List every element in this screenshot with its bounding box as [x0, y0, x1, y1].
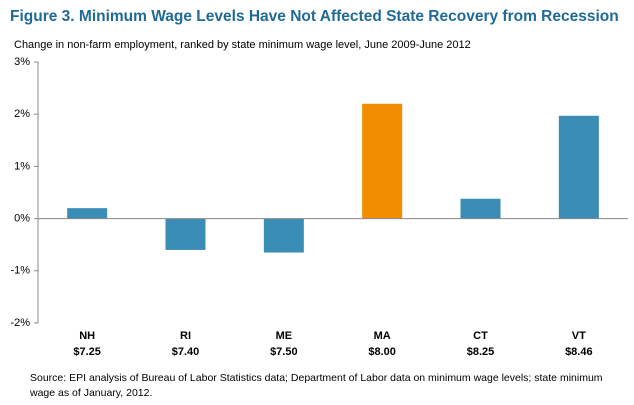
bar	[558, 115, 599, 219]
x-tick-label: ME	[276, 330, 293, 342]
bar	[67, 208, 108, 219]
x-tick-label: VT	[572, 330, 586, 342]
bar	[165, 218, 206, 250]
x-tick-sublabel: $8.46	[565, 346, 593, 358]
x-tick-label: CT	[473, 330, 488, 342]
bar	[460, 198, 501, 219]
chart-title: Figure 3. Minimum Wage Levels Have Not A…	[10, 8, 619, 25]
x-tick-sublabel: $7.40	[172, 346, 200, 358]
x-tick-sublabel: $7.50	[270, 346, 298, 358]
x-tick-label: MA	[374, 330, 391, 342]
y-tick-label: 1%	[14, 160, 30, 172]
bar	[263, 218, 304, 253]
x-tick-label: RI	[180, 330, 191, 342]
chart-subtitle: Change in non-farm employment, ranked by…	[14, 39, 471, 51]
bar	[362, 103, 403, 219]
y-tick-label: -2%	[10, 317, 30, 329]
source-note: Source: EPI analysis of Bureau of Labor …	[30, 372, 603, 399]
x-tick-sublabel: $8.00	[368, 346, 396, 358]
y-tick-label: 3%	[14, 56, 30, 68]
y-tick-label: 2%	[14, 108, 30, 120]
x-tick-label: NH	[79, 330, 95, 342]
y-tick-label: -1%	[10, 265, 30, 277]
x-tick-sublabel: $8.25	[467, 346, 495, 358]
x-tick-sublabel: $7.25	[73, 346, 101, 358]
y-tick-label: 0%	[14, 213, 30, 225]
chart: Figure 3. Minimum Wage Levels Have Not A…	[10, 8, 628, 358]
